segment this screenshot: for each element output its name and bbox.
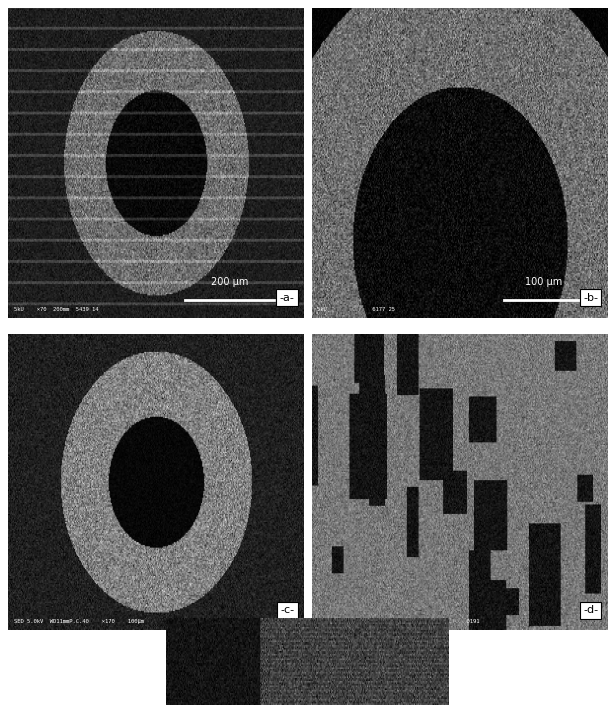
- Text: SED 6.0kV  WD11mmP.C.40    ×950   20μm        0191: SED 6.0kV WD11mmP.C.40 ×950 20μm 0191: [317, 620, 480, 625]
- Text: SED 5.0kV  WD11mmP.C.40    ×170    100μm         0207: SED 5.0kV WD11mmP.C.40 ×170 100μm 0207: [14, 620, 186, 625]
- Text: 200 μm: 200 μm: [211, 277, 248, 287]
- Text: -d-: -d-: [583, 606, 598, 615]
- Text: -a-: -a-: [280, 293, 295, 302]
- Text: -b-: -b-: [583, 293, 598, 302]
- Text: -c-: -c-: [280, 606, 295, 615]
- Text: 5kU              6177 25: 5kU 6177 25: [317, 307, 395, 312]
- Text: 100 μm: 100 μm: [525, 277, 562, 287]
- Text: 5kU    ×70  200mm  5439 14: 5kU ×70 200mm 5439 14: [14, 307, 98, 312]
